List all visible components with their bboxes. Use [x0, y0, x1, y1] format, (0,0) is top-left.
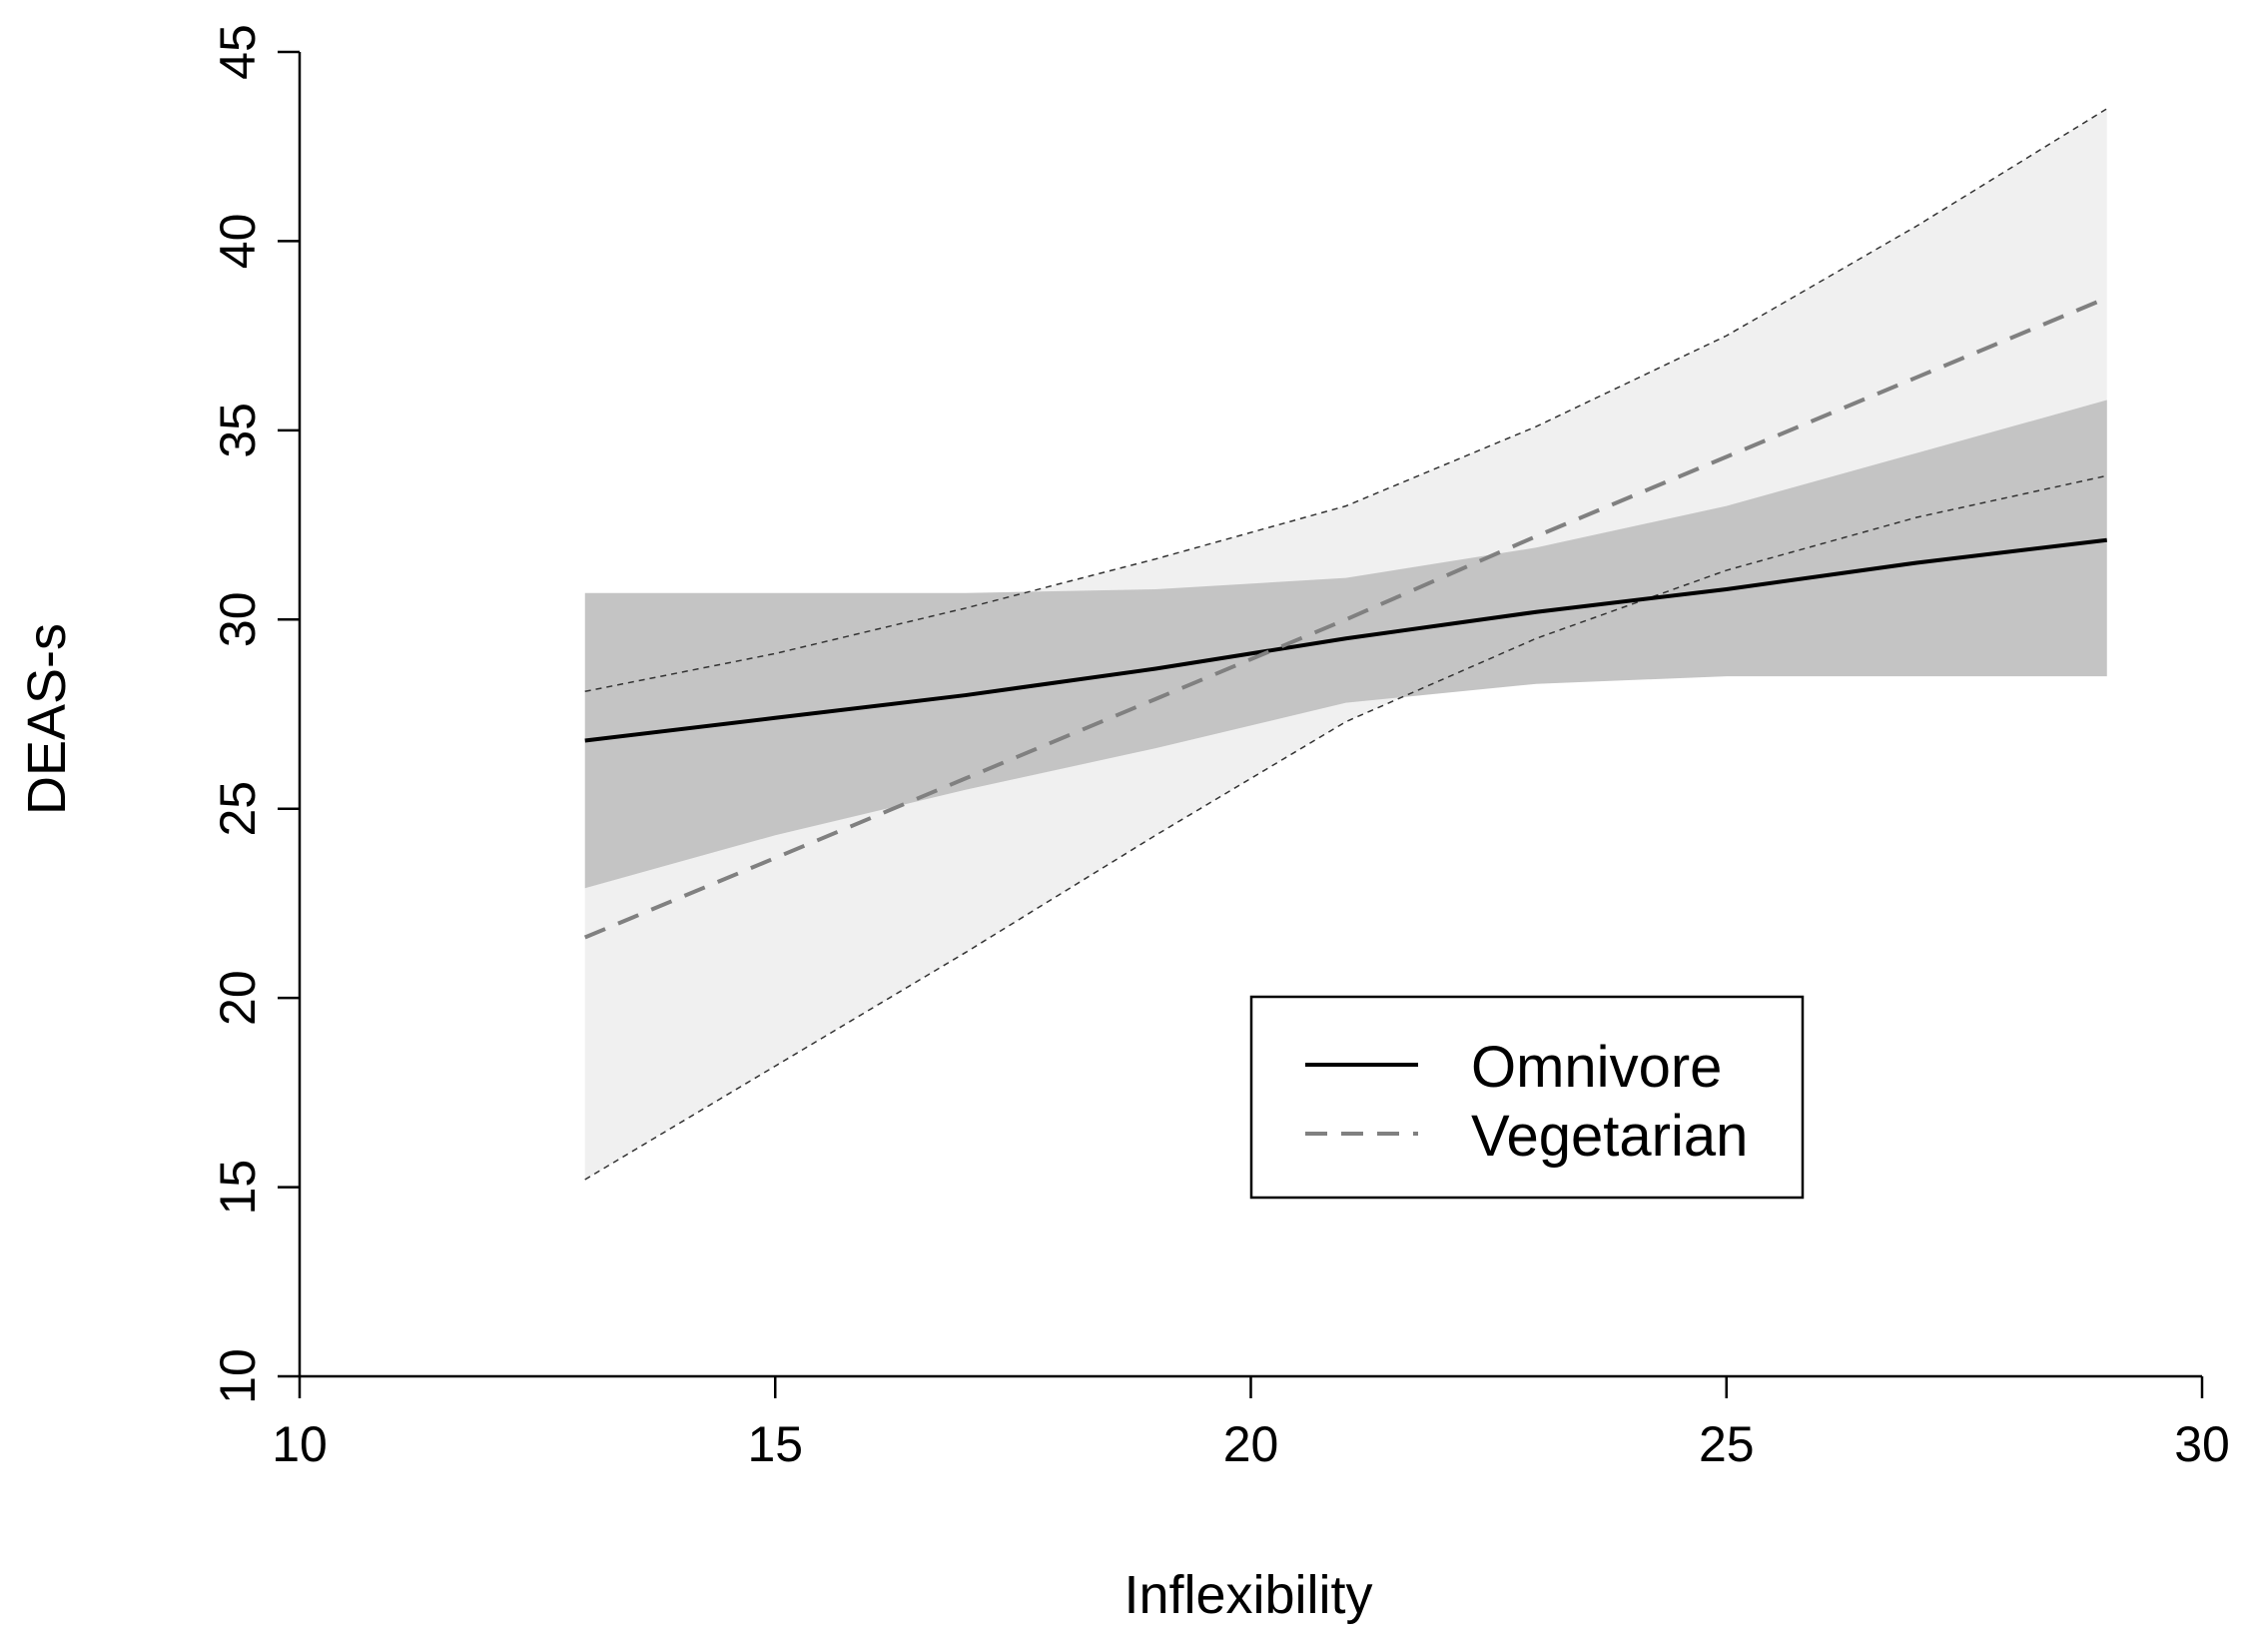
y-tick-label: 35	[210, 403, 266, 458]
y-tick-label: 45	[210, 24, 266, 80]
series-line-vegetarian	[583, 296, 2108, 940]
series-line-omnivore	[584, 537, 2107, 743]
vegetarian-lower-bound	[584, 474, 2107, 1181]
x-axis-label: Inflexibility	[1124, 1565, 1372, 1625]
y-tick-label: 25	[210, 781, 266, 837]
series-lines	[583, 296, 2108, 940]
legend-label-omnivore: Omnivore	[1471, 1035, 1722, 1100]
legend-label-vegetarian: Vegetarian	[1471, 1104, 1748, 1169]
y-axis-label: DEAS-s	[17, 623, 77, 815]
vegetarian-upper-bound	[584, 108, 2108, 693]
legend: Omnivore Vegetarian	[1249, 995, 1805, 1200]
confidence-band-omnivore	[584, 400, 2107, 889]
x-tick-label: 15	[747, 1416, 803, 1472]
y-tick-label: 20	[210, 970, 266, 1026]
x-tick-label: 30	[2174, 1416, 2230, 1472]
x-tick-label: 10	[272, 1416, 328, 1472]
x-tick-label: 20	[1223, 1416, 1279, 1472]
y-tick-label: 15	[210, 1160, 266, 1216]
y-tick-label: 30	[210, 591, 266, 647]
legend-box	[1249, 995, 1805, 1200]
y-tick-label: 10	[210, 1348, 266, 1404]
y-tick-label: 40	[210, 214, 266, 270]
confidence-bands	[584, 108, 2107, 1180]
confidence-bound-lines	[584, 108, 2108, 1181]
x-tick-label: 25	[1699, 1416, 1755, 1472]
axes: 10 15 20 25 30 10 15 20 25 30 35 40 45	[210, 24, 2230, 1472]
